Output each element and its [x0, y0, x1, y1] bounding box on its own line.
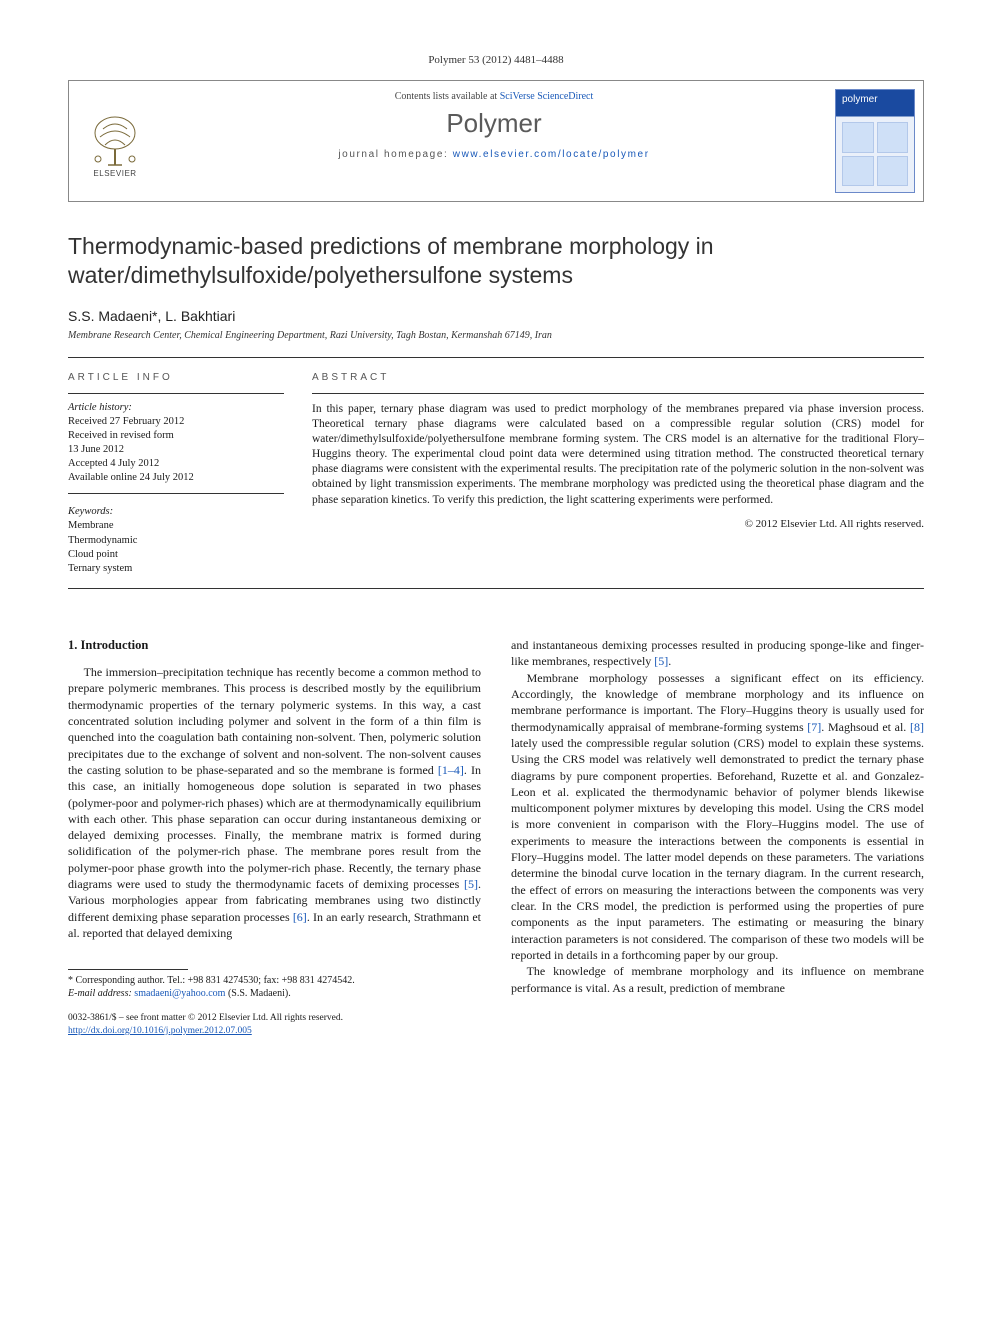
journal-header: ELSEVIER Contents lists available at Sci… — [68, 80, 924, 202]
elsevier-logo: ELSEVIER — [82, 104, 148, 178]
abstract-block: ABSTRACT In this paper, ternary phase di… — [312, 372, 924, 577]
article-info-block: ARTICLE INFO Article history: Received 2… — [68, 372, 284, 577]
column-right: and instantaneous demixing processes res… — [511, 637, 924, 1037]
journal-name: Polymer — [167, 108, 821, 139]
email-label: E-mail address: — [68, 988, 134, 999]
divider — [68, 588, 924, 589]
keywords-heading: Keywords: — [68, 506, 284, 517]
keyword: Ternary system — [68, 562, 284, 576]
footnote-divider — [68, 969, 188, 970]
divider — [312, 393, 924, 394]
history-item: 13 June 2012 — [68, 443, 284, 457]
homepage-prefix: journal homepage: — [338, 149, 452, 160]
keyword: Thermodynamic — [68, 534, 284, 548]
cover-cell-icon — [877, 156, 909, 187]
cover-cell-icon — [877, 122, 909, 153]
paragraph: The knowledge of membrane morphology and… — [511, 963, 924, 996]
article-title: Thermodynamic-based predictions of membr… — [68, 232, 924, 290]
journal-homepage: journal homepage: www.elsevier.com/locat… — [167, 149, 821, 160]
history-item: Received in revised form — [68, 429, 284, 443]
cover-cell-icon — [842, 156, 874, 187]
history-heading: Article history: — [68, 402, 284, 413]
history-item: Available online 24 July 2012 — [68, 471, 284, 485]
cover-cell: polymer — [827, 81, 923, 201]
article-info-heading: ARTICLE INFO — [68, 372, 284, 383]
sciencedirect-link[interactable]: SciVerse ScienceDirect — [500, 91, 594, 102]
paragraph: Membrane morphology possesses a signific… — [511, 670, 924, 964]
email-line: E-mail address: smadaeni@yahoo.com (S.S.… — [68, 987, 481, 1000]
keyword: Membrane — [68, 519, 284, 533]
publisher-logo-cell: ELSEVIER — [69, 81, 161, 201]
authors: S.S. Madaeni*, L. Bakhtiari — [68, 308, 924, 324]
abstract-copyright: © 2012 Elsevier Ltd. All rights reserved… — [312, 518, 924, 530]
cover-cell-icon — [842, 122, 874, 153]
citation-line: Polymer 53 (2012) 4481–4488 — [68, 54, 924, 66]
email-link[interactable]: smadaeni@yahoo.com — [134, 988, 225, 999]
history-item: Accepted 4 July 2012 — [68, 457, 284, 471]
cover-title: polymer — [842, 94, 878, 105]
doi-link[interactable]: http://dx.doi.org/10.1016/j.polymer.2012… — [68, 1026, 252, 1036]
paragraph: and instantaneous demixing processes res… — [511, 637, 924, 670]
journal-cover-thumb: polymer — [835, 89, 915, 193]
contents-available: Contents lists available at SciVerse Sci… — [167, 91, 821, 102]
issn-line: 0032-3861/$ – see front matter © 2012 El… — [68, 1012, 481, 1024]
affiliation: Membrane Research Center, Chemical Engin… — [68, 330, 924, 341]
publisher-name: ELSEVIER — [93, 169, 136, 178]
section-heading: 1. Introduction — [68, 637, 481, 654]
abstract-heading: ABSTRACT — [312, 372, 924, 383]
paragraph: The immersion–precipitation technique ha… — [68, 664, 481, 941]
divider — [68, 493, 284, 494]
corresponding-author: * Corresponding author. Tel.: +98 831 42… — [68, 974, 481, 987]
column-left: 1. Introduction The immersion–precipitat… — [68, 637, 481, 1037]
keyword: Cloud point — [68, 548, 284, 562]
elsevier-tree-icon — [88, 115, 142, 167]
history-item: Received 27 February 2012 — [68, 415, 284, 429]
email-suffix: (S.S. Madaeni). — [225, 988, 290, 999]
front-matter-copyright: 0032-3861/$ – see front matter © 2012 El… — [68, 1012, 481, 1037]
homepage-link[interactable]: www.elsevier.com/locate/polymer — [453, 149, 650, 160]
abstract-body: In this paper, ternary phase diagram was… — [312, 402, 924, 508]
divider — [68, 393, 284, 394]
contents-prefix: Contents lists available at — [395, 91, 500, 102]
